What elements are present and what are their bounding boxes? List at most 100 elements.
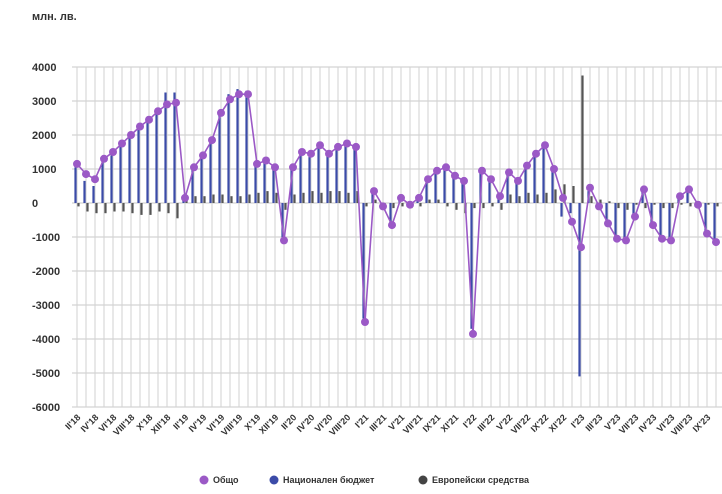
total-point	[487, 175, 495, 184]
legend-item-national: Национален бюджет	[269, 475, 375, 485]
total-point	[460, 176, 468, 185]
bar-national-budget	[461, 182, 464, 203]
total-point	[604, 219, 612, 228]
total-point	[433, 166, 441, 175]
legend-label-eu: Европейски средства	[432, 475, 530, 485]
x-tick-label: XII'18	[149, 412, 172, 435]
bar-eu-funds	[716, 203, 719, 207]
total-point	[208, 136, 216, 145]
bar-national-budget	[371, 192, 374, 203]
x-tick-label: III'22	[475, 412, 496, 433]
total-point	[658, 234, 666, 243]
bar-national-budget	[434, 172, 437, 203]
bar-eu-funds	[176, 203, 179, 219]
total-point	[271, 163, 279, 172]
total-point	[622, 236, 630, 245]
total-point	[82, 170, 90, 179]
bar-eu-funds	[266, 191, 269, 203]
total-point	[253, 159, 261, 168]
y-tick-label: -6000	[32, 402, 60, 414]
bar-eu-funds	[419, 203, 422, 207]
total-point	[181, 193, 189, 202]
bar-eu-funds	[194, 196, 197, 203]
bar-national-budget	[605, 203, 608, 226]
bar-eu-funds	[203, 196, 206, 203]
bar-national-budget	[191, 169, 194, 203]
total-point	[154, 107, 162, 116]
grid	[72, 66, 722, 408]
bar-national-budget	[110, 155, 113, 203]
bar-national-budget	[488, 180, 491, 203]
bar-national-budget	[578, 203, 581, 377]
bar-national-budget	[308, 157, 311, 203]
bar-eu-funds	[581, 75, 584, 203]
bar-eu-funds	[500, 203, 503, 210]
total-point	[514, 176, 522, 185]
bar-eu-funds	[482, 203, 485, 209]
bar-national-budget	[119, 145, 122, 203]
legend-swatch-total	[199, 475, 209, 485]
x-tick-label: IV'18	[79, 412, 101, 434]
bar-national-budget	[470, 203, 473, 329]
bar-national-budget	[533, 155, 536, 203]
bar-national-budget	[443, 169, 446, 203]
bar-eu-funds	[365, 203, 368, 207]
bar-national-budget	[326, 155, 329, 203]
x-tick-label: IV'19	[187, 412, 209, 434]
bar-national-budget	[173, 92, 176, 203]
total-point	[280, 236, 288, 245]
bar-national-budget	[614, 203, 617, 237]
total-point	[262, 156, 270, 165]
total-point	[712, 238, 720, 247]
bar-national-budget	[704, 203, 707, 232]
bar-eu-funds	[311, 191, 314, 203]
bar-eu-funds	[446, 203, 449, 207]
total-point	[496, 192, 504, 201]
y-tick-label: 2000	[32, 130, 56, 142]
bar-eu-funds	[626, 203, 629, 210]
total-point	[73, 159, 81, 168]
y-tick-label: -4000	[32, 334, 60, 346]
total-point	[163, 100, 171, 109]
total-point	[235, 90, 243, 99]
total-point	[361, 318, 369, 326]
total-point	[586, 183, 594, 192]
bar-national-budget	[713, 203, 716, 241]
total-point	[424, 175, 432, 184]
total-point	[109, 148, 117, 156]
bar-national-budget	[668, 203, 671, 239]
bar-national-budget	[524, 167, 527, 203]
bar-eu-funds	[329, 191, 332, 203]
bar-national-budget	[101, 162, 104, 203]
bar-eu-funds	[167, 203, 170, 214]
bar-national-budget	[137, 128, 140, 203]
x-tick-label: XI'22	[547, 412, 569, 434]
total-point	[541, 141, 549, 150]
bar-eu-funds	[554, 189, 557, 203]
x-tick-label: IV'20	[295, 412, 317, 434]
bar-eu-funds	[644, 203, 647, 209]
bar-eu-funds	[401, 203, 404, 207]
total-point	[577, 243, 585, 252]
total-point	[505, 168, 513, 177]
total-point	[100, 154, 108, 163]
bar-eu-funds	[140, 203, 143, 215]
x-tick-label: VII'21	[401, 412, 424, 435]
total-point	[217, 108, 225, 117]
y-unit-label: млн. лв.	[32, 11, 77, 23]
bar-eu-funds	[275, 192, 278, 203]
bar-eu-funds	[284, 203, 287, 210]
total-point	[379, 202, 387, 211]
bar-national-budget	[128, 136, 131, 203]
total-point	[442, 163, 450, 172]
total-point	[685, 185, 693, 194]
bar-national-budget	[425, 180, 428, 203]
bar-national-budget	[362, 203, 365, 319]
bar-eu-funds	[572, 186, 575, 203]
bar-eu-funds	[77, 203, 80, 207]
bar-eu-funds	[347, 192, 350, 203]
x-tick-label: VII'23	[617, 412, 640, 435]
y-tick-label: 0	[32, 198, 38, 210]
bar-eu-funds	[212, 194, 215, 203]
